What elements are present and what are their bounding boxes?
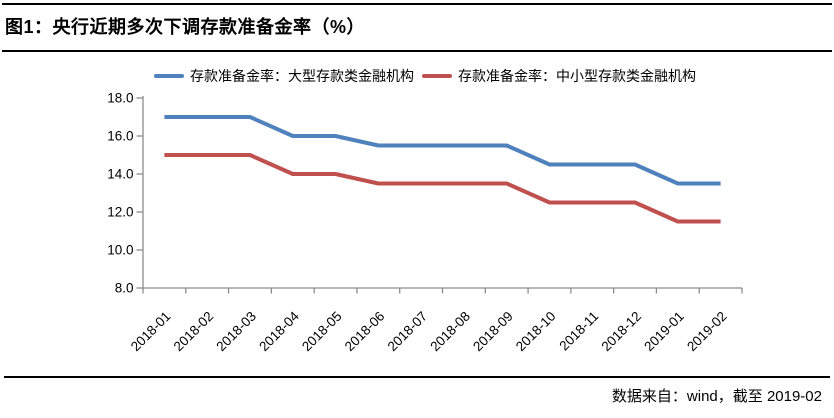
x-tick-label: 2019-01 [641, 309, 687, 355]
legend-swatch-large-banks [154, 74, 184, 78]
x-tick-label: 2018-05 [299, 309, 345, 355]
legend-label-large-banks: 存款准备金率：大型存款类金融机构 [190, 68, 414, 84]
y-tick-label: 14.0 [107, 167, 133, 182]
y-tick-labels: 8.0 10.0 12.0 14.0 16.0 18.0 [107, 91, 143, 296]
y-tick-label: 12.0 [107, 205, 133, 220]
x-ticks [142, 288, 743, 294]
y-tick-label: 16.0 [107, 129, 133, 144]
x-tick-label: 2018-04 [256, 308, 302, 354]
top-divider [2, 3, 832, 5]
x-tick-label: 2018-11 [556, 309, 601, 354]
data-source-note: 数据来自：wind，截至 2019-02 [611, 388, 822, 405]
x-tick-label: 2018-02 [171, 309, 217, 355]
legend-label-small-medium-banks: 存款准备金率：中小型存款类金融机构 [458, 68, 696, 84]
series-line-0 [164, 115, 721, 186]
x-tick-label: 2018-12 [599, 309, 645, 355]
chart-legend: 存款准备金率：大型存款类金融机构 存款准备金率：中小型存款类金融机构 [0, 66, 834, 86]
legend-item-small-medium-banks: 存款准备金率：中小型存款类金融机构 [422, 66, 696, 86]
series-line-1 [164, 153, 721, 224]
footer-divider [4, 376, 830, 378]
x-tick-label: 2018-06 [342, 309, 388, 355]
x-tick-label: 2018-01 [128, 309, 174, 355]
x-tick-label: 2018-07 [385, 309, 431, 355]
title-divider [2, 50, 832, 52]
axes [142, 96, 742, 289]
x-tick-label: 2019-02 [684, 309, 730, 355]
legend-item-large-banks: 存款准备金率：大型存款类金融机构 [154, 66, 414, 86]
y-tick-label: 10.0 [107, 243, 133, 258]
y-tick-label: 8.0 [115, 281, 134, 296]
x-tick-label: 2018-09 [470, 309, 516, 355]
x-tick-label: 2018-08 [427, 309, 473, 355]
figure-title: 图1：央行近期多次下调存款准备金率（%） [5, 17, 366, 37]
x-tick-label: 2018-10 [513, 309, 559, 355]
y-tick-label: 18.0 [107, 91, 133, 106]
x-tick-labels: 2018-012018-022018-032018-042018-052018-… [128, 308, 730, 354]
legend-swatch-small-medium-banks [422, 74, 452, 78]
x-tick-label: 2018-03 [213, 309, 259, 355]
